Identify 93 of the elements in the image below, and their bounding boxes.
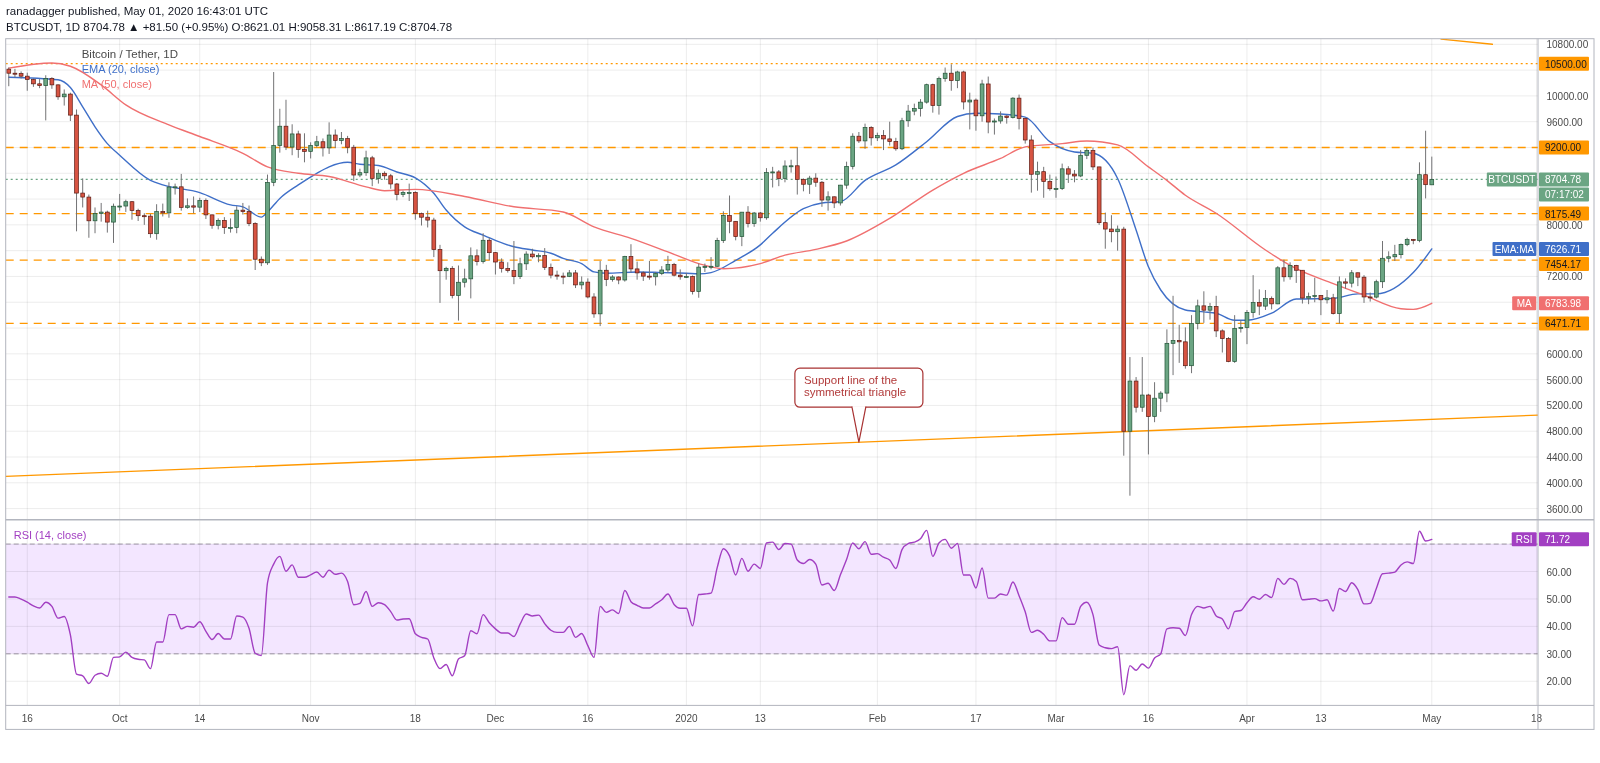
annotation: 7626.71 [1545, 243, 1582, 255]
text: Bitcoin / Tether, 1D [81, 47, 179, 60]
x-tick-label: Dec [486, 712, 505, 724]
candlestick [1201, 290, 1207, 324]
candlestick [326, 121, 332, 155]
line-series [8, 529, 1433, 696]
x-tick-label: 13 [754, 712, 767, 724]
y-tick-label: 60.00 [1546, 566, 1572, 578]
y-tick-label: 4000.00 [1546, 477, 1584, 489]
candlestick [1207, 302, 1213, 321]
candlestick [1318, 294, 1324, 316]
y-tick-label: 6000.00 [1546, 348, 1584, 360]
y-tick-label: 9600.00 [1546, 116, 1584, 128]
y-tick-label: 8000.00 [1546, 219, 1584, 231]
annotation: MA [1516, 297, 1533, 309]
y-tick-label: 50.00 [1546, 593, 1572, 605]
x-tick-label: May [1422, 712, 1442, 724]
candlestick [1281, 259, 1287, 283]
ref-line-label: 8704.78 [1545, 173, 1582, 185]
y-tick-label: 10800.00 [1546, 38, 1589, 50]
candlestick [604, 264, 609, 287]
annotation: Support line of the symmetrical triangle [803, 374, 907, 399]
candlestick [825, 190, 831, 212]
candlestick [1115, 225, 1120, 252]
x-tick-label: 17 [970, 712, 982, 724]
candlestick [1257, 288, 1262, 316]
x-tick-label: 13 [1315, 712, 1327, 724]
y-tick-label: 7200.00 [1546, 270, 1584, 282]
candlestick [1139, 356, 1145, 413]
x-tick-label: 16 [1142, 712, 1155, 724]
annotation: 71.72 [1545, 533, 1571, 545]
candlestick [320, 137, 326, 158]
annotation: 6783.98 [1545, 297, 1582, 309]
y-tick-label: 5200.00 [1546, 399, 1584, 411]
candlestick [480, 232, 486, 265]
candlestick [1429, 156, 1435, 186]
y-tick-label: 20.00 [1546, 675, 1572, 687]
candlestick [363, 150, 369, 177]
x-tick-label: Nov [301, 712, 320, 724]
annotation: 07:17:02 [1545, 188, 1585, 200]
candlestick [862, 123, 868, 150]
candlestick [474, 248, 480, 266]
candlestick [973, 97, 979, 132]
ref-line-label: 7454.17 [1545, 258, 1582, 270]
candlestick [369, 155, 375, 187]
x-tick-label: Feb [868, 712, 887, 724]
x-tick-label: 16 [582, 712, 594, 724]
candlestick [868, 125, 874, 147]
x-tick-label: Oct [111, 712, 128, 724]
candlestick [43, 74, 48, 121]
x-tick-label: 16 [21, 712, 34, 724]
ref-line-label: 9200.00 [1545, 141, 1582, 153]
x-tick-label: 2020 [675, 712, 698, 724]
series-label: MA (50, close) [81, 77, 153, 90]
candlestick [745, 205, 751, 228]
candlestick [967, 92, 973, 130]
series-label: EMA (20, close) [81, 62, 160, 75]
candlestick [357, 168, 363, 178]
candlestick [154, 203, 159, 241]
ref-line-label: 8175.49 [1545, 208, 1582, 220]
candlestick [179, 173, 184, 212]
text: RSI (14, close) [13, 529, 87, 542]
candlestick [949, 63, 954, 92]
y-tick-label: 5600.00 [1546, 374, 1584, 386]
x-tick-label: Mar [1047, 712, 1066, 724]
y-tick-label: 10000.00 [1546, 90, 1589, 102]
candlestick [573, 269, 578, 289]
candlestick [289, 123, 295, 156]
candlestick [1324, 289, 1330, 305]
y-tick-label: 4400.00 [1546, 451, 1584, 463]
candlestick [856, 131, 862, 144]
text: ranadagger published, May 01, 2020 16:43:01 UTC [6, 5, 269, 17]
annotation: RSI [1515, 533, 1533, 545]
y-tick-label: 30.00 [1546, 648, 1572, 660]
ref-line-label: 10500.00 [1545, 58, 1588, 70]
x-tick-label: 14 [194, 712, 206, 724]
x-tick-label: 18 [1530, 712, 1543, 724]
candlestick [1423, 130, 1428, 199]
candlestick [690, 274, 695, 296]
x-tick-label: Apr [1239, 712, 1256, 724]
chart-subtitle: BTCUSDT, 1D 8704.78 ▲ +81.50 (+0.95%) O:8621.01 H:9058.31 L:8617.19 C:8704.78 [6, 20, 453, 33]
y-tick-label: 3600.00 [1546, 503, 1584, 515]
ref-line-label: 6471.71 [1545, 317, 1582, 329]
x-tick-label: 18 [409, 712, 422, 724]
candlestick [283, 99, 289, 151]
candlestick [622, 255, 628, 283]
candlestick [1263, 289, 1268, 311]
y-tick-label: 4800.00 [1546, 425, 1584, 437]
candlestick [203, 197, 209, 220]
candlestick [930, 83, 936, 114]
y-tick-label: 40.00 [1546, 620, 1572, 632]
candlestick [333, 128, 338, 149]
candlestick [1146, 393, 1151, 455]
